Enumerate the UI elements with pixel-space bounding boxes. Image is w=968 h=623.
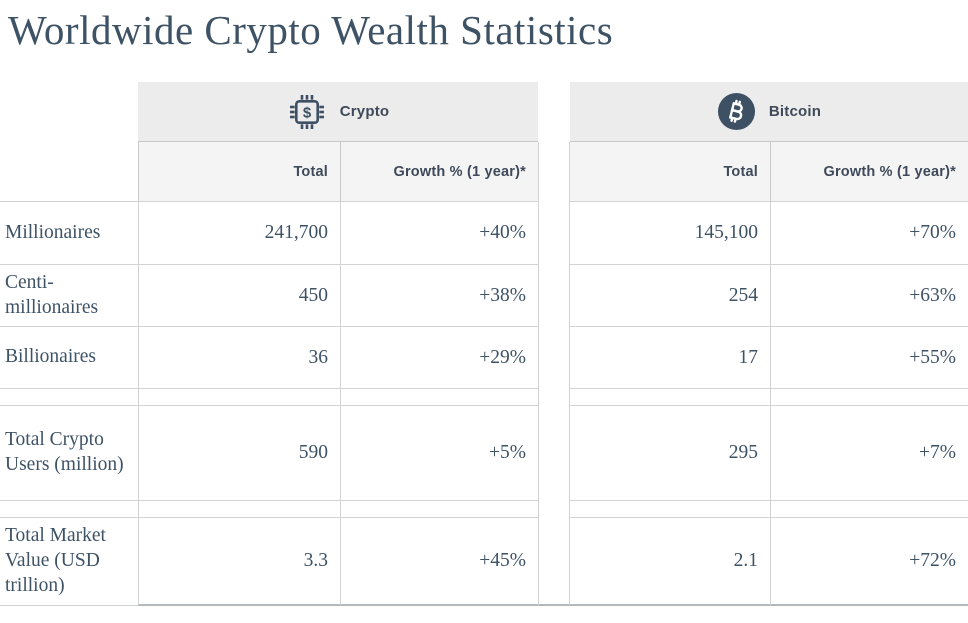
bitcoin-icon — [717, 92, 756, 131]
crypto-total-value: 3.3 — [138, 518, 340, 607]
page-title: Worldwide Crypto Wealth Statistics — [8, 7, 614, 53]
crypto-growth-value: +5% — [340, 406, 538, 502]
bitcoin-group-label: Bitcoin — [768, 103, 822, 121]
crypto-chip-icon: $ — [287, 92, 327, 132]
bitcoin-total-value: 2.1 — [570, 518, 770, 607]
column-gap — [538, 406, 570, 502]
bitcoin-total-value: 17 — [570, 327, 770, 390]
spacer-cell — [138, 501, 340, 519]
subheader-gap — [538, 142, 570, 203]
table-row: Millionaires 241,700 +40% 145,100 +70% — [0, 202, 968, 266]
column-gap — [538, 518, 570, 607]
bitcoin-growth-value: +7% — [770, 406, 968, 502]
table-row: Centi-millionaires 450 +38% 254 +63% — [0, 265, 968, 328]
crypto-growth-header: Growth % (1 year)* — [340, 142, 538, 203]
crypto-growth-value: +40% — [340, 202, 538, 266]
spacer-cell — [570, 501, 770, 519]
subheader-spacer — [0, 142, 138, 203]
crypto-group-header: $ Crypto — [138, 82, 538, 143]
row-label: Total Market Value (USD trillion) — [0, 518, 138, 607]
row-label: Billionaires — [0, 327, 138, 390]
crypto-total-value: 450 — [138, 265, 340, 328]
subheader-row: Total Growth % (1 year)* Total Growth % … — [0, 142, 968, 203]
spacer-cell — [770, 501, 968, 519]
spacer-label — [0, 501, 138, 519]
bitcoin-total-value: 254 — [570, 265, 770, 328]
group-header-gap — [538, 82, 570, 142]
table-row: Total Market Value (USD trillion) 3.3 +45%… — [0, 518, 968, 607]
row-label: Total Crypto Users (million) — [0, 406, 138, 502]
bitcoin-growth-value: +55% — [770, 327, 968, 390]
group-header-row: $ Crypto — [0, 82, 968, 143]
bitcoin-growth-value: +63% — [770, 265, 968, 328]
crypto-total-header: Total — [138, 142, 340, 203]
svg-text:$: $ — [303, 104, 312, 121]
column-gap — [538, 202, 570, 266]
column-gap — [538, 389, 570, 407]
crypto-total-value: 241,700 — [138, 202, 340, 266]
group-header-spacer — [0, 82, 138, 142]
crypto-total-value: 36 — [138, 327, 340, 390]
bitcoin-growth-header: Growth % (1 year)* — [770, 142, 968, 203]
column-gap — [538, 327, 570, 390]
bitcoin-growth-value: +72% — [770, 518, 968, 607]
spacer-row — [0, 501, 968, 519]
bitcoin-group-header: Bitcoin — [570, 82, 968, 143]
crypto-growth-value: +45% — [340, 518, 538, 607]
spacer-label — [0, 389, 138, 407]
bitcoin-total-value: 295 — [570, 406, 770, 502]
column-gap — [538, 501, 570, 519]
crypto-total-value: 590 — [138, 406, 340, 502]
spacer-row — [0, 389, 968, 407]
table-body: Millionaires 241,700 +40% 145,100 +70% Centi-… — [0, 202, 968, 607]
spacer-cell — [570, 389, 770, 407]
spacer-cell — [340, 501, 538, 519]
column-gap — [538, 265, 570, 328]
spacer-cell — [770, 389, 968, 407]
crypto-wealth-table: $ Crypto — [0, 82, 968, 607]
spacer-cell — [340, 389, 538, 407]
spacer-cell — [138, 389, 340, 407]
crypto-growth-value: +29% — [340, 327, 538, 390]
row-label: Millionaires — [0, 202, 138, 266]
bitcoin-growth-value: +70% — [770, 202, 968, 266]
bitcoin-total-header: Total — [570, 142, 770, 203]
bitcoin-total-value: 145,100 — [570, 202, 770, 266]
crypto-wealth-page: Worldwide Crypto Wealth Statistics — [0, 7, 968, 623]
crypto-growth-value: +38% — [340, 265, 538, 328]
row-label: Centi-millionaires — [0, 265, 138, 328]
table-row: Total Crypto Users (million) 590 +5% 295 +7% — [0, 406, 968, 502]
crypto-group-label: Crypto — [339, 103, 390, 121]
table-row: Billionaires 36 +29% 17 +55% — [0, 327, 968, 390]
